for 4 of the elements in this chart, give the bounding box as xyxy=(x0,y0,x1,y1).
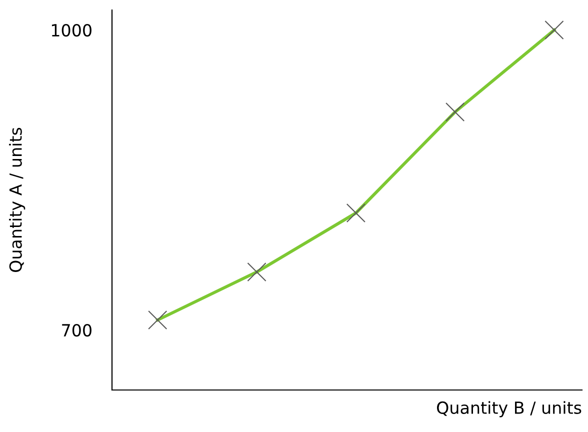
y-tick-label: 700 xyxy=(62,324,92,337)
x-axis-title: Quantity B / units xyxy=(437,401,582,418)
y-axis-title: Quantity A / units xyxy=(9,128,26,272)
y-tick-label: 1000 xyxy=(52,24,92,37)
